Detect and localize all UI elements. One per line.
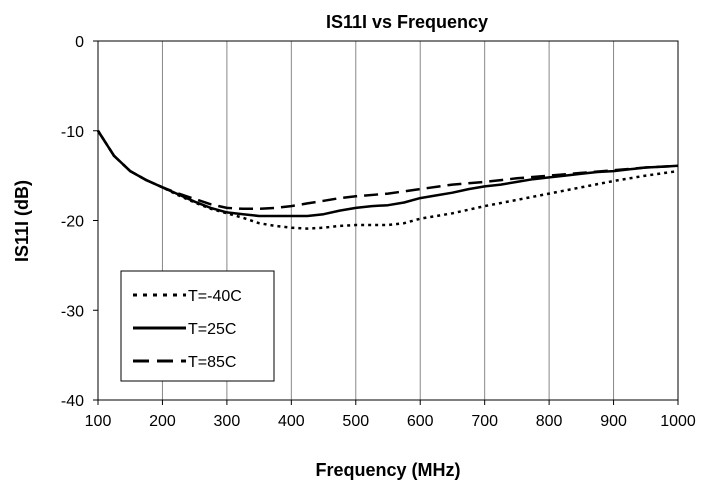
- x-tick-label: 200: [149, 413, 176, 430]
- x-tick-label: 800: [536, 413, 563, 430]
- x-tick-label: 600: [407, 413, 434, 430]
- x-tick-label: 500: [342, 413, 369, 430]
- series-line-t-25c: [96, 130, 679, 218]
- x-tick-label: 900: [600, 413, 627, 430]
- x-axis-label: Frequency (MHz): [315, 460, 460, 480]
- y-axis-label: IS11I (dB): [12, 180, 32, 262]
- y-tick-label: -40: [61, 393, 84, 410]
- chart-legend: T=-40C T=25C T=85C: [120, 270, 275, 382]
- y-tick-label: -30: [61, 303, 84, 320]
- series-line-t-85c: [96, 130, 679, 211]
- chart-title: IS11I vs Frequency: [326, 12, 488, 32]
- y-tick-label: 0: [75, 34, 84, 51]
- x-tick-label: 300: [214, 413, 241, 430]
- y-tick-label: -10: [61, 124, 84, 141]
- x-tick-label: 1000: [660, 413, 696, 430]
- grid-lines: [161, 41, 615, 400]
- x-tick-label: 100: [85, 413, 112, 430]
- series-lines: [96, 130, 679, 230]
- axis-ticks: 100 200 300 400 500 600 700 800 900 1000 0 -10 -20 -3…: [61, 34, 696, 430]
- legend-label: T=-40C: [188, 288, 242, 305]
- x-tick-label: 700: [471, 413, 498, 430]
- legend-box: [120, 270, 275, 382]
- x-tick-label: 400: [278, 413, 305, 430]
- legend-label: T=25C: [188, 321, 236, 338]
- legend-label: T=85C: [188, 354, 236, 371]
- y-tick-label: -20: [61, 214, 84, 231]
- series-line-t-40c: [96, 130, 679, 230]
